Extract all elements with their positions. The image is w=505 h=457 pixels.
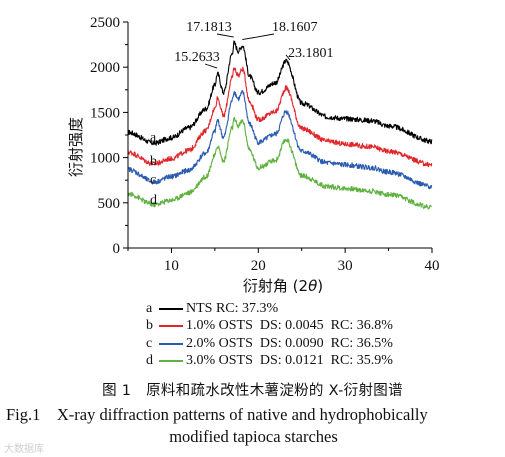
legend-swatch: [159, 307, 183, 310]
legend-label: 3.0% OSTS DS: 0.0121 RC: 35.9%: [186, 353, 393, 369]
legend-letter: b: [146, 318, 153, 334]
legend-label: 1.0% OSTS DS: 0.0045 RC: 36.8%: [186, 318, 393, 334]
legend-item-b: b 1.0% OSTS DS: 0.0045 RC: 36.8%: [146, 318, 486, 336]
legend-letter: a: [146, 300, 153, 316]
peak-label: 15.2633: [174, 50, 220, 65]
legend-swatch: [159, 342, 183, 345]
series-letter-c: c: [150, 172, 156, 187]
peak-label: 23.1801: [288, 46, 334, 61]
legend-swatch: [159, 325, 183, 328]
caption-en-line2: modified tapioca starches: [169, 427, 338, 446]
legend-swatch: [159, 360, 183, 363]
figure-caption-english: Fig.1 X-ray diffraction patterns of nati…: [6, 404, 501, 448]
legend-item-d: d 3.0% OSTS DS: 0.0121 RC: 35.9%: [146, 353, 486, 371]
x-tick-label: 20: [251, 258, 266, 274]
legend-letter: d: [146, 353, 153, 369]
y-tick-label: 500: [98, 196, 121, 212]
x-tick-label: 30: [338, 258, 353, 274]
x-tick-label: 10: [164, 258, 179, 274]
peak-leader-line: [216, 33, 234, 38]
legend-item-c: c 2.0% OSTS DS: 0.0090 RC: 36.5%: [146, 335, 486, 353]
peak-leader-line: [242, 33, 275, 41]
y-tick-label: 1500: [90, 105, 120, 121]
peak-label: 18.1607: [272, 20, 318, 35]
figure-caption-chinese: 图 1 原料和疏水改性木薯淀粉的 X-衍射图谱: [102, 383, 403, 399]
series-line-d: [127, 116, 433, 210]
series-letter-d: d: [150, 193, 157, 208]
legend-item-a: a NTS RC: 37.3%: [146, 300, 486, 318]
legend-letter: c: [146, 335, 153, 351]
caption-en-line1: Fig.1 X-ray diffraction patterns of nati…: [6, 405, 428, 424]
y-axis-label: 衍射强度: [67, 117, 85, 177]
legend: a NTS RC: 37.3% b 1.0% OSTS DS: 0.0045 RC: …: [146, 300, 486, 370]
y-tick-label: 2000: [90, 60, 120, 76]
x-tick-label: 40: [425, 258, 440, 274]
series-letter-a: a: [150, 131, 157, 146]
watermark: 大数据库: [4, 444, 44, 455]
series-line-b: [127, 66, 433, 168]
legend-label: NTS RC: 37.3%: [186, 300, 279, 316]
series-line-a: [127, 40, 433, 146]
series-line-c: [127, 90, 433, 190]
peak-leader-line: [204, 63, 218, 69]
y-tick-label: 2500: [90, 15, 120, 31]
x-axis-label: 衍射角 (2θ): [243, 277, 323, 295]
legend-label: 2.0% OSTS DS: 0.0090 RC: 36.5%: [186, 335, 393, 351]
y-tick-label: 0: [113, 241, 121, 257]
y-tick-label: 1000: [90, 151, 120, 167]
peak-leader-line: [285, 54, 291, 61]
series-letter-b: b: [150, 154, 157, 169]
peak-label: 17.1813: [186, 20, 232, 35]
